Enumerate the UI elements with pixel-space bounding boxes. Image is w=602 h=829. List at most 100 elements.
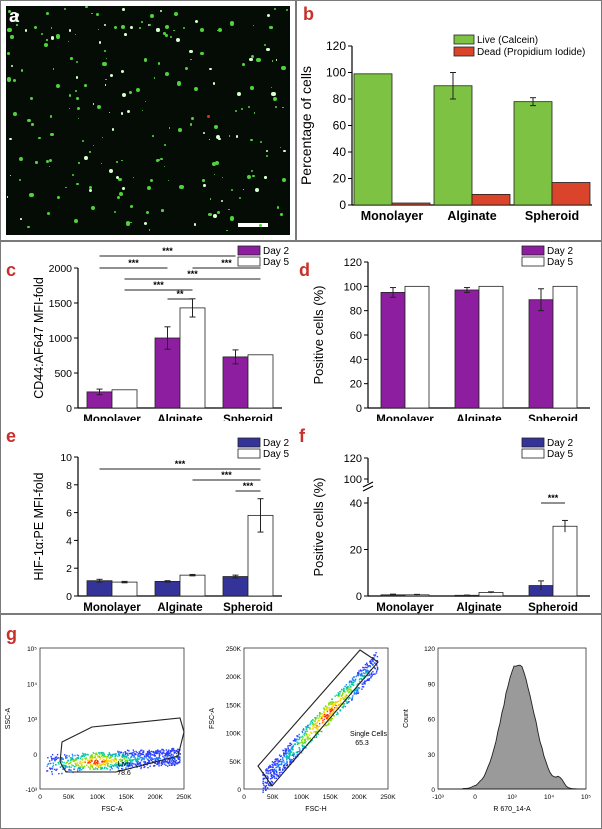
cell-dot bbox=[191, 117, 195, 121]
event-dot bbox=[368, 678, 370, 680]
event-dot bbox=[156, 763, 159, 765]
legend-label: Day 5 bbox=[263, 257, 290, 268]
cell-dot bbox=[273, 97, 278, 102]
event-dot bbox=[340, 694, 343, 697]
event-dot bbox=[330, 709, 332, 712]
event-dot bbox=[275, 758, 277, 760]
event-dot bbox=[139, 752, 142, 755]
event-dot bbox=[330, 713, 332, 715]
event-dot bbox=[266, 768, 268, 770]
event-dot bbox=[341, 706, 343, 708]
cell-dot bbox=[102, 137, 104, 139]
event-dot bbox=[142, 751, 145, 753]
event-dot bbox=[164, 757, 167, 759]
gate-name: Single Cells bbox=[350, 731, 387, 738]
cell-dot bbox=[84, 156, 88, 160]
event-dot bbox=[127, 757, 129, 759]
event-dot bbox=[319, 730, 321, 733]
event-dot bbox=[142, 753, 145, 756]
event-dot bbox=[163, 756, 165, 759]
event-dot bbox=[323, 713, 326, 716]
event-dot bbox=[115, 754, 117, 756]
cell-dot bbox=[253, 112, 256, 115]
event-dot bbox=[363, 681, 366, 683]
event-dot bbox=[322, 714, 325, 717]
event-dot bbox=[278, 766, 280, 769]
cell-dot bbox=[153, 77, 156, 79]
cell-dot bbox=[236, 92, 241, 97]
cell-dot bbox=[35, 161, 38, 164]
event-dot bbox=[305, 740, 307, 743]
event-dot bbox=[57, 761, 59, 764]
event-dot bbox=[331, 703, 334, 705]
event-dot bbox=[283, 755, 286, 758]
event-dot bbox=[358, 681, 361, 683]
event-dot bbox=[137, 764, 139, 766]
event-dot bbox=[375, 664, 378, 666]
event-dot bbox=[283, 754, 285, 756]
event-dot bbox=[150, 750, 153, 753]
event-dot bbox=[167, 756, 169, 758]
event-dot bbox=[287, 745, 289, 747]
event-dot bbox=[140, 753, 142, 756]
cell-dot bbox=[148, 229, 151, 232]
event-dot bbox=[164, 761, 166, 763]
event-dot bbox=[374, 655, 376, 657]
event-dot bbox=[118, 759, 121, 761]
category-label: Monolayer bbox=[376, 414, 434, 421]
event-dot bbox=[76, 763, 78, 765]
cell-dot bbox=[108, 169, 114, 174]
event-dot bbox=[166, 762, 169, 764]
event-dot bbox=[123, 763, 126, 766]
event-dot bbox=[283, 761, 285, 763]
cell-dot bbox=[163, 32, 166, 35]
y-tick-label: 120 bbox=[344, 453, 362, 465]
event-dot bbox=[51, 759, 53, 761]
y-tick-label: 0 bbox=[431, 787, 435, 794]
event-dot bbox=[328, 715, 330, 717]
cell-dot bbox=[114, 210, 117, 213]
x-tick-label: 10⁴ bbox=[544, 794, 554, 801]
event-dot bbox=[168, 752, 170, 755]
event-dot bbox=[319, 713, 322, 715]
event-dot bbox=[102, 763, 104, 766]
event-dot bbox=[271, 766, 274, 769]
cell-dot bbox=[252, 24, 254, 26]
cell-dot bbox=[44, 43, 49, 47]
event-dot bbox=[121, 765, 124, 767]
event-dot bbox=[289, 751, 291, 753]
event-dot bbox=[328, 707, 331, 709]
event-dot bbox=[342, 689, 345, 691]
event-dot bbox=[309, 726, 311, 729]
cell-dot bbox=[88, 186, 93, 190]
event-dot bbox=[137, 758, 139, 761]
event-dot bbox=[273, 768, 276, 770]
event-dot bbox=[295, 738, 297, 740]
event-dot bbox=[99, 763, 101, 765]
event-dot bbox=[310, 741, 312, 743]
event-dot bbox=[117, 751, 119, 754]
event-dot bbox=[264, 786, 267, 788]
event-dot bbox=[277, 764, 280, 766]
event-dot bbox=[282, 766, 285, 768]
event-dot bbox=[291, 747, 294, 749]
y-axis-label: FSC-A bbox=[209, 708, 216, 729]
event-dot bbox=[315, 735, 318, 737]
event-dot bbox=[351, 699, 353, 701]
event-dot bbox=[89, 761, 92, 764]
event-dot bbox=[65, 757, 67, 760]
cell-dot bbox=[268, 26, 273, 30]
event-dot bbox=[170, 757, 172, 760]
event-dot bbox=[357, 686, 360, 689]
event-dot bbox=[123, 755, 126, 758]
event-dot bbox=[99, 757, 102, 759]
event-dot bbox=[276, 771, 278, 773]
cell-dot bbox=[49, 165, 51, 167]
event-dot bbox=[311, 720, 313, 722]
y-tick-label: 10⁴ bbox=[27, 681, 37, 688]
event-dot bbox=[280, 755, 283, 757]
event-dot bbox=[323, 721, 325, 723]
event-dot bbox=[157, 750, 160, 752]
event-dot bbox=[96, 764, 98, 766]
event-dot bbox=[307, 737, 309, 739]
